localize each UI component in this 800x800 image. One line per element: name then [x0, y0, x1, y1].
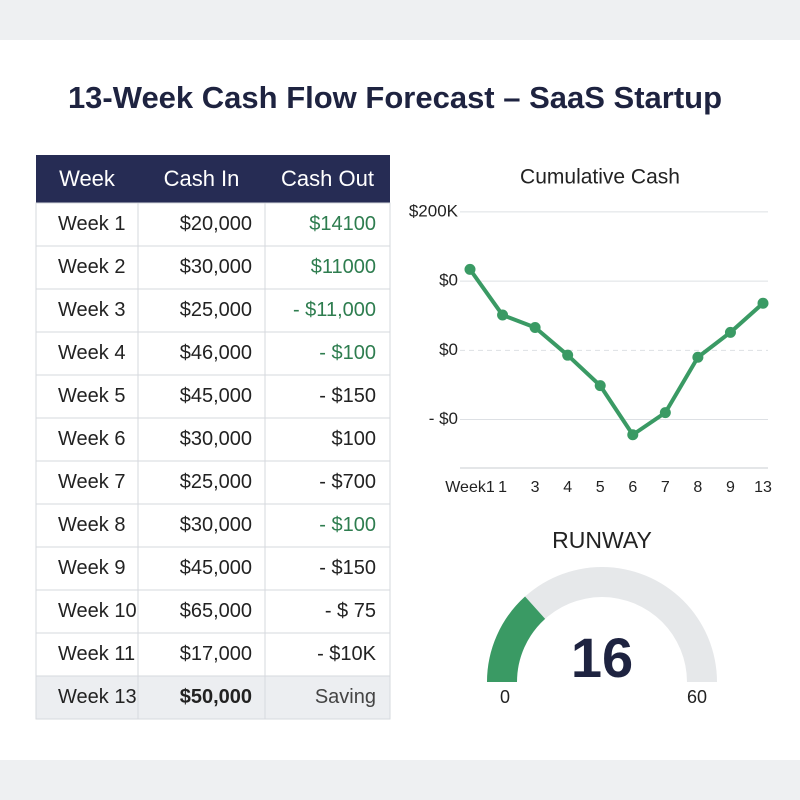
point	[757, 297, 769, 309]
gauge-max: 60	[687, 687, 707, 707]
y-tick-label: $200K	[409, 201, 459, 220]
y-tick-label: $0	[439, 271, 458, 290]
x-tick-label: 5	[596, 479, 605, 496]
week-cell: Week 2	[58, 256, 125, 278]
cash-in-cell: $30,000	[180, 428, 252, 450]
point	[724, 326, 736, 338]
cash-in-cell: $20,000	[180, 213, 252, 235]
cash-in-cell: $65,000	[180, 600, 252, 622]
x-tick-label: 6	[628, 479, 637, 496]
week-cell: Week 7	[58, 471, 125, 493]
point	[562, 349, 574, 361]
point	[594, 380, 606, 392]
point	[692, 351, 704, 363]
x-tick-label: 3	[531, 479, 540, 496]
table-row	[35, 589, 391, 634]
column-header: Cash In	[164, 166, 240, 191]
x-tick-label: 9	[726, 479, 735, 496]
cash-out-cell: - $ 75	[325, 600, 376, 622]
week-cell: Week 11	[58, 643, 135, 665]
point	[659, 407, 671, 419]
gauge-min: 0	[500, 687, 510, 707]
x-tick-label: 1	[498, 479, 507, 496]
week-cell: Week 6	[58, 428, 125, 450]
x-tick-label: 4	[563, 479, 572, 496]
table-row	[35, 460, 391, 505]
cash-out-cell: - $100	[319, 342, 376, 364]
week-cell: Week 3	[58, 299, 125, 321]
table-row	[35, 503, 391, 548]
x-tick-label: 8	[693, 479, 702, 496]
page-title: 13-Week Cash Flow Forecast – SaaS Startu…	[68, 80, 722, 115]
cash-in-cell: $30,000	[180, 256, 252, 278]
week-cell: Week 13	[58, 686, 137, 708]
week-cell: Week 5	[58, 385, 125, 407]
table-row	[35, 245, 391, 290]
table-row	[35, 675, 391, 720]
table-row	[35, 546, 391, 591]
gauge-title: RUNWAY	[552, 527, 652, 553]
cash-in-cell: $50,000	[180, 686, 252, 708]
point	[529, 322, 541, 334]
point	[464, 263, 476, 275]
y-tick-label: - $0	[429, 409, 458, 428]
table-row	[35, 632, 391, 677]
week-cell: Week 1	[58, 213, 125, 235]
cash-in-cell: $17,000	[180, 643, 252, 665]
line	[468, 268, 765, 437]
cash-in-cell: $45,000	[180, 557, 252, 579]
table-row	[35, 374, 391, 419]
table-header-bg	[36, 155, 390, 203]
cash-in-cell: $25,000	[180, 471, 252, 493]
cash-out-cell: - $700	[319, 471, 376, 493]
cash-out-cell: - $150	[319, 557, 376, 579]
column-header: Week	[59, 166, 116, 191]
cash-in-cell: $45,000	[180, 385, 252, 407]
cash-out-cell: $14100	[309, 213, 376, 235]
week-cell: Week 4	[58, 342, 125, 364]
point	[497, 309, 509, 321]
point	[627, 429, 639, 441]
cash-out-cell: - $10K	[317, 643, 377, 665]
cash-in-cell: $30,000	[180, 514, 252, 536]
x-tick-label: 7	[661, 479, 670, 496]
cash-in-cell: $25,000	[180, 299, 252, 321]
cash-out-cell: - $150	[319, 385, 376, 407]
cash-out-cell: - $100	[319, 514, 376, 536]
x-tick-label: Week1	[445, 479, 495, 496]
x-tick-label: 13	[754, 479, 772, 496]
column-header: Cash Out	[281, 166, 374, 191]
week-cell: Week 9	[58, 557, 125, 579]
gauge-track	[487, 567, 717, 682]
cash-out-cell: $11000	[311, 256, 376, 278]
cash-out-cell: $100	[332, 428, 377, 450]
week-cell: Week 8	[58, 514, 125, 536]
cash-out-cell: Saving	[315, 686, 376, 708]
table-row	[35, 417, 391, 462]
table-row	[35, 331, 391, 376]
chart-title: Cumulative Cash	[520, 166, 680, 189]
week-cell: Week 10	[58, 600, 137, 622]
gauge-fill	[487, 596, 546, 682]
cash-in-cell: $46,000	[180, 342, 252, 364]
gauge-value: 16	[571, 626, 633, 689]
y-tick-label: $0	[439, 340, 458, 359]
cash-out-cell: - $11,000	[293, 299, 376, 321]
